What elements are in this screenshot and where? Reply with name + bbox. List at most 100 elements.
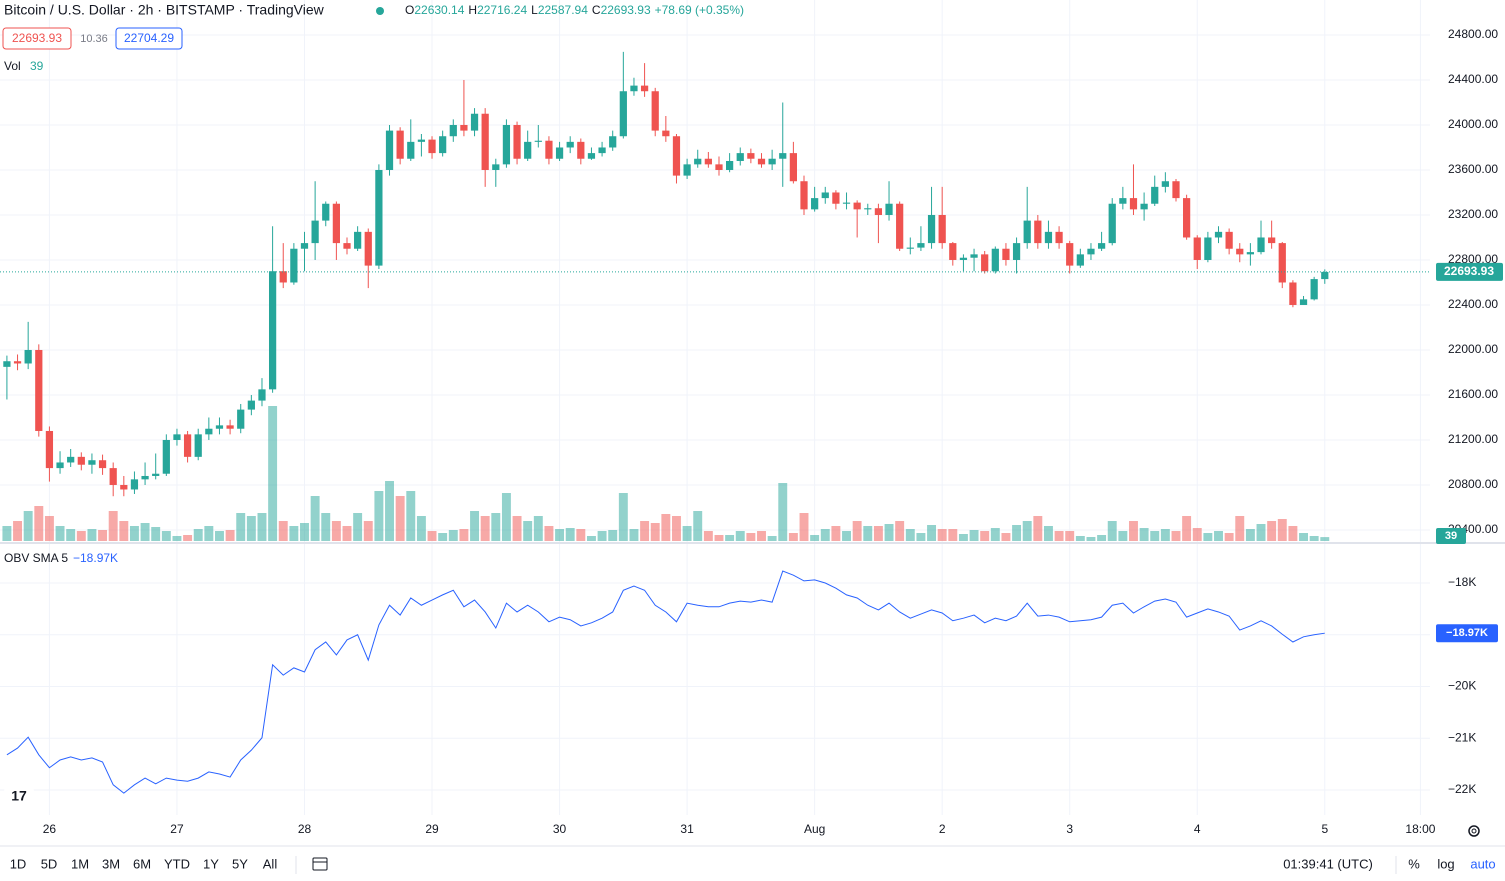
volume-bar [1171, 531, 1181, 541]
volume-bar [608, 530, 618, 541]
volume-bar [661, 514, 671, 541]
clock[interactable]: 01:39:41 (UTC) [1283, 856, 1373, 871]
volume-bar [23, 511, 33, 541]
range-button[interactable]: 3M [102, 856, 120, 871]
settings-icon[interactable] [1468, 825, 1480, 837]
candle-body [247, 400, 255, 410]
volume-bar [438, 533, 448, 541]
percent-toggle[interactable]: % [1408, 856, 1420, 871]
range-button[interactable]: YTD [164, 856, 190, 871]
svg-text:17: 17 [11, 788, 27, 804]
candle-body [311, 220, 319, 244]
range-button[interactable]: 6M [133, 856, 151, 871]
candle-body [991, 248, 999, 272]
volume-bar [895, 521, 905, 541]
buy-price: 22704.29 [124, 31, 174, 45]
y-tick-label: 23200.00 [1448, 207, 1498, 221]
sell-badge[interactable] [2, 27, 72, 50]
y-tick-label: 24800.00 [1448, 27, 1498, 41]
volume-legend-value: 39 [30, 59, 44, 73]
range-button[interactable]: 1M [71, 856, 89, 871]
volume-bar [1256, 524, 1266, 541]
candle-body [789, 153, 797, 182]
price-pane [0, 51, 1430, 497]
volume-bar [555, 529, 565, 541]
compare-icon[interactable] [312, 857, 328, 871]
candle-body [226, 425, 234, 429]
range-button[interactable]: 5Y [232, 856, 248, 871]
candle-body [1002, 248, 1010, 260]
volume-bar [884, 524, 894, 541]
volume-bar [1224, 533, 1234, 541]
candle-body [524, 141, 532, 159]
symbol-title[interactable]: Bitcoin / U.S. Dollar · 2h · BITSTAMP · … [4, 2, 325, 18]
candle-body [1119, 198, 1127, 204]
candle-body [1214, 231, 1223, 238]
volume-bar [406, 491, 416, 541]
obv-legend-value: −18.97K [73, 551, 118, 565]
volume-pane [2, 406, 1330, 541]
volume-bar [1075, 536, 1085, 541]
volume-bar [1118, 531, 1128, 541]
x-tick-label: 26 [43, 822, 57, 836]
candle-body [1225, 231, 1233, 249]
candle-body [385, 130, 394, 170]
ohlc-value: 22630.14 [414, 3, 464, 17]
candle-body [343, 243, 351, 249]
volume-bar [820, 529, 830, 541]
volume-bar [1107, 521, 1117, 541]
candle-body [1055, 231, 1063, 244]
y-tick-label: 22000.00 [1448, 342, 1498, 356]
volume-bar [1267, 521, 1277, 541]
volume-bar [1277, 519, 1287, 541]
volume-bar [523, 521, 533, 541]
volume-bar [1214, 531, 1223, 541]
buy-badge[interactable] [115, 27, 183, 50]
candle-body [237, 409, 245, 429]
candle-body [428, 139, 436, 154]
candle-body [1204, 237, 1212, 260]
candle-body [630, 85, 638, 92]
volume-bar [1033, 516, 1043, 541]
volume-bar [565, 528, 575, 541]
candle-body [354, 231, 362, 249]
range-button[interactable]: 1D [10, 856, 27, 871]
volume-bar [746, 533, 756, 541]
candle-body [45, 430, 54, 469]
candle-body [35, 349, 43, 431]
auto-toggle[interactable]: auto [1470, 856, 1495, 871]
volume-bar [129, 526, 139, 541]
volume-bar [1160, 529, 1170, 541]
candle-body [832, 192, 840, 204]
log-toggle[interactable]: log [1437, 856, 1454, 871]
candle-body [205, 428, 213, 435]
candle-body [396, 130, 404, 159]
y-tick-label: 24000.00 [1448, 117, 1498, 131]
volume-bar [810, 535, 820, 541]
candle-body [439, 136, 447, 154]
candle-body [470, 113, 479, 131]
range-button[interactable]: 5D [41, 856, 58, 871]
x-tick-label: 31 [680, 822, 694, 836]
candle-body [1172, 181, 1180, 199]
volume-bar [353, 513, 363, 541]
candle-body [1161, 181, 1169, 187]
candle-body [566, 141, 574, 148]
volume-bar [799, 513, 809, 541]
volume-bar [650, 523, 660, 541]
candle-body [694, 158, 702, 165]
candle-body [13, 361, 22, 364]
candle-body [162, 439, 170, 474]
range-button[interactable]: 1Y [203, 856, 219, 871]
volume-bar [1245, 529, 1255, 541]
tradingview-logo[interactable]: 17 [3, 780, 35, 812]
volume-bar [735, 531, 745, 541]
volume-bar [693, 511, 703, 541]
volume-bar [183, 535, 193, 541]
volume-bar [682, 526, 692, 541]
y-tick-label: 22400.00 [1448, 297, 1498, 311]
range-button[interactable]: All [263, 856, 278, 871]
candle-body [1299, 299, 1308, 305]
volume-bar [108, 511, 118, 541]
